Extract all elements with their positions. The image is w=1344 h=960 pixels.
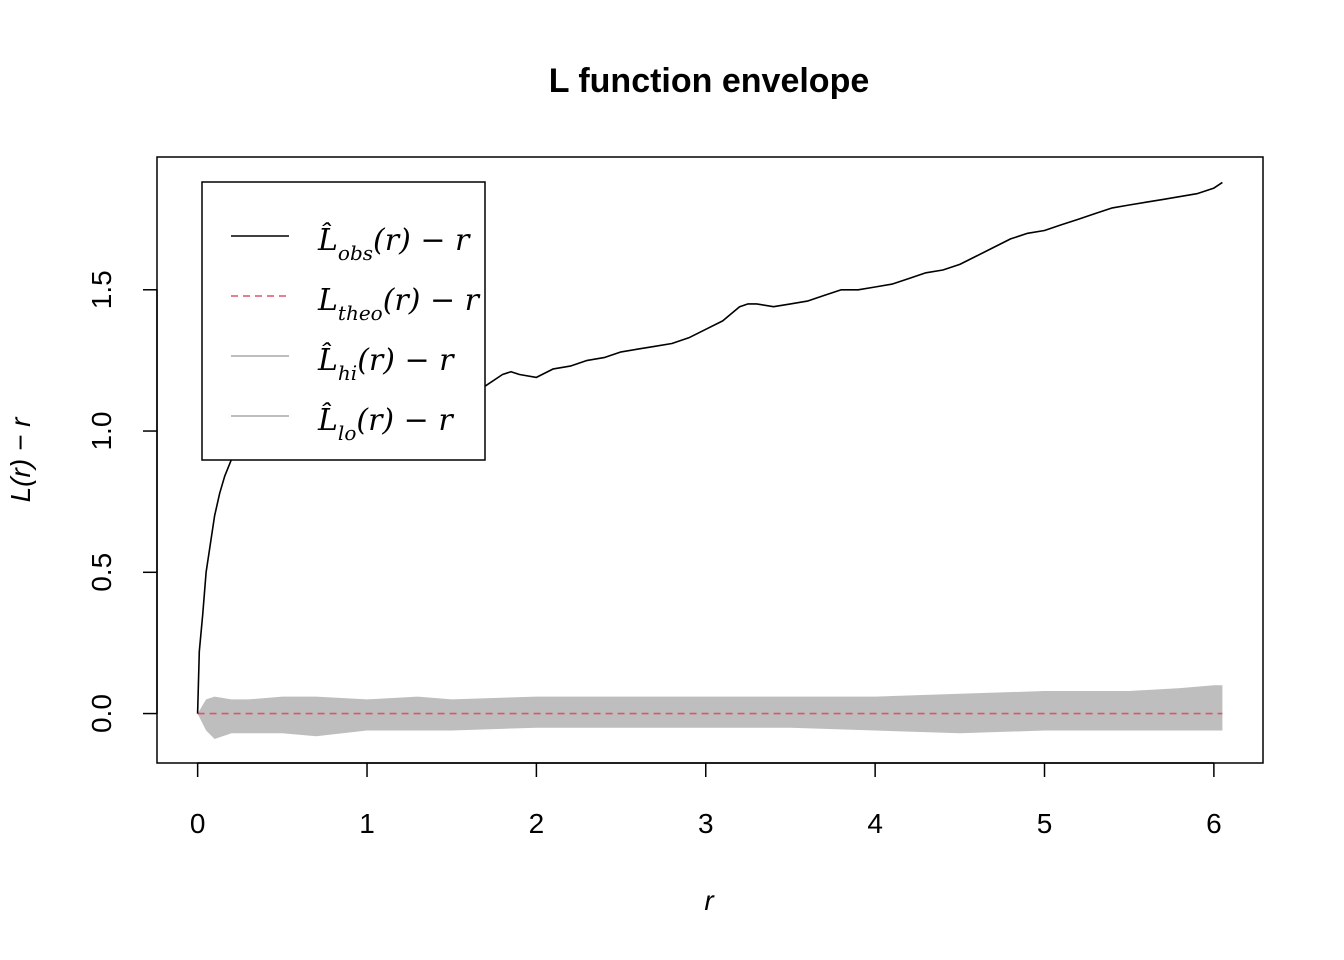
x-tick-label: 5 (1037, 808, 1053, 839)
x-axis-label: r (704, 885, 715, 916)
x-tick-label: 1 (359, 808, 375, 839)
legend-label-lo: L̂lo(r) − r (317, 403, 454, 445)
legend-label-obs: L̂obs(r) − r (317, 223, 471, 265)
x-axis: 0 1 2 3 4 5 6 (190, 762, 1222, 839)
x-tick-label: 2 (529, 808, 545, 839)
legend-label-hi: L̂hi(r) − r (317, 343, 455, 385)
y-tick-label: 1.0 (86, 412, 117, 451)
x-tick-label: 6 (1206, 808, 1222, 839)
x-tick-label: 0 (190, 808, 206, 839)
legend-box (201, 181, 486, 461)
x-tick-label: 4 (867, 808, 883, 839)
chart-title: L function envelope (549, 62, 870, 100)
y-tick-label: 1.5 (86, 270, 117, 309)
legend: L̂obs(r) − r Ltheo(r) − r L̂hi(r) − r L̂lo(… (201, 181, 486, 461)
y-tick-label: 0.5 (86, 553, 117, 592)
y-axis-label: L(r) − r (5, 416, 36, 502)
x-tick-label: 3 (698, 808, 714, 839)
legend-label-theo: Ltheo(r) − r (317, 283, 481, 325)
y-axis: 0.0 0.5 1.0 1.5 (86, 270, 158, 733)
envelope-band (197, 685, 1223, 739)
y-tick-label: 0.0 (86, 694, 117, 733)
